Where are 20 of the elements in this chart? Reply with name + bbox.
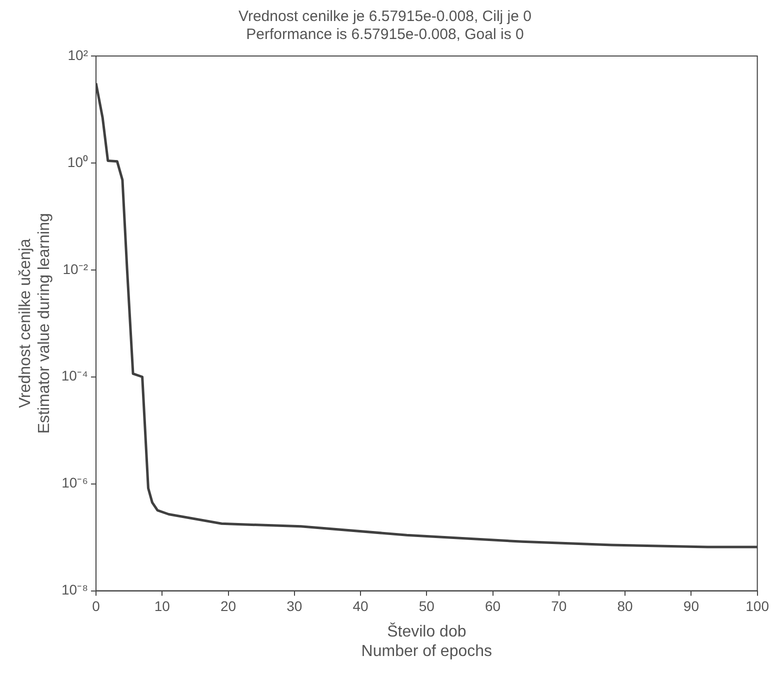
x-tick-label: 100 (746, 598, 770, 614)
x-tick-label: 50 (418, 598, 435, 614)
x-tick-label: 90 (683, 598, 700, 614)
x-tick-label: 70 (551, 598, 567, 614)
y-axis-title: Vrednost cenilke učenja Estimator value during learning (17, 213, 54, 434)
x-tick-label: 0 (92, 598, 100, 614)
y-tick-label: 10⁰ (67, 154, 88, 170)
x-tick-label: 20 (220, 598, 236, 614)
x-tick-label: 80 (617, 598, 634, 614)
y-tick-label: 10² (68, 46, 88, 63)
y-tick-label: 10⁻² (62, 260, 88, 277)
x-axis-title: Število dob Number of epochs (361, 622, 492, 660)
y-tick-label: 10⁻⁶ (62, 474, 88, 491)
x-tick-label: 60 (485, 598, 501, 614)
x-tick-label: 30 (286, 598, 302, 614)
x-tick-label: 40 (352, 598, 369, 614)
y-tick-label: 10⁻⁴ (61, 368, 88, 384)
y-tick-label: 10⁻⁸ (62, 582, 88, 598)
chart-title: Vrednost cenilke je 6.57915e-0.008, Cilj je 0 Performance is 6.57915e-0.008, Goal is 0 (238, 8, 532, 44)
x-tick-label: 10 (154, 598, 170, 614)
